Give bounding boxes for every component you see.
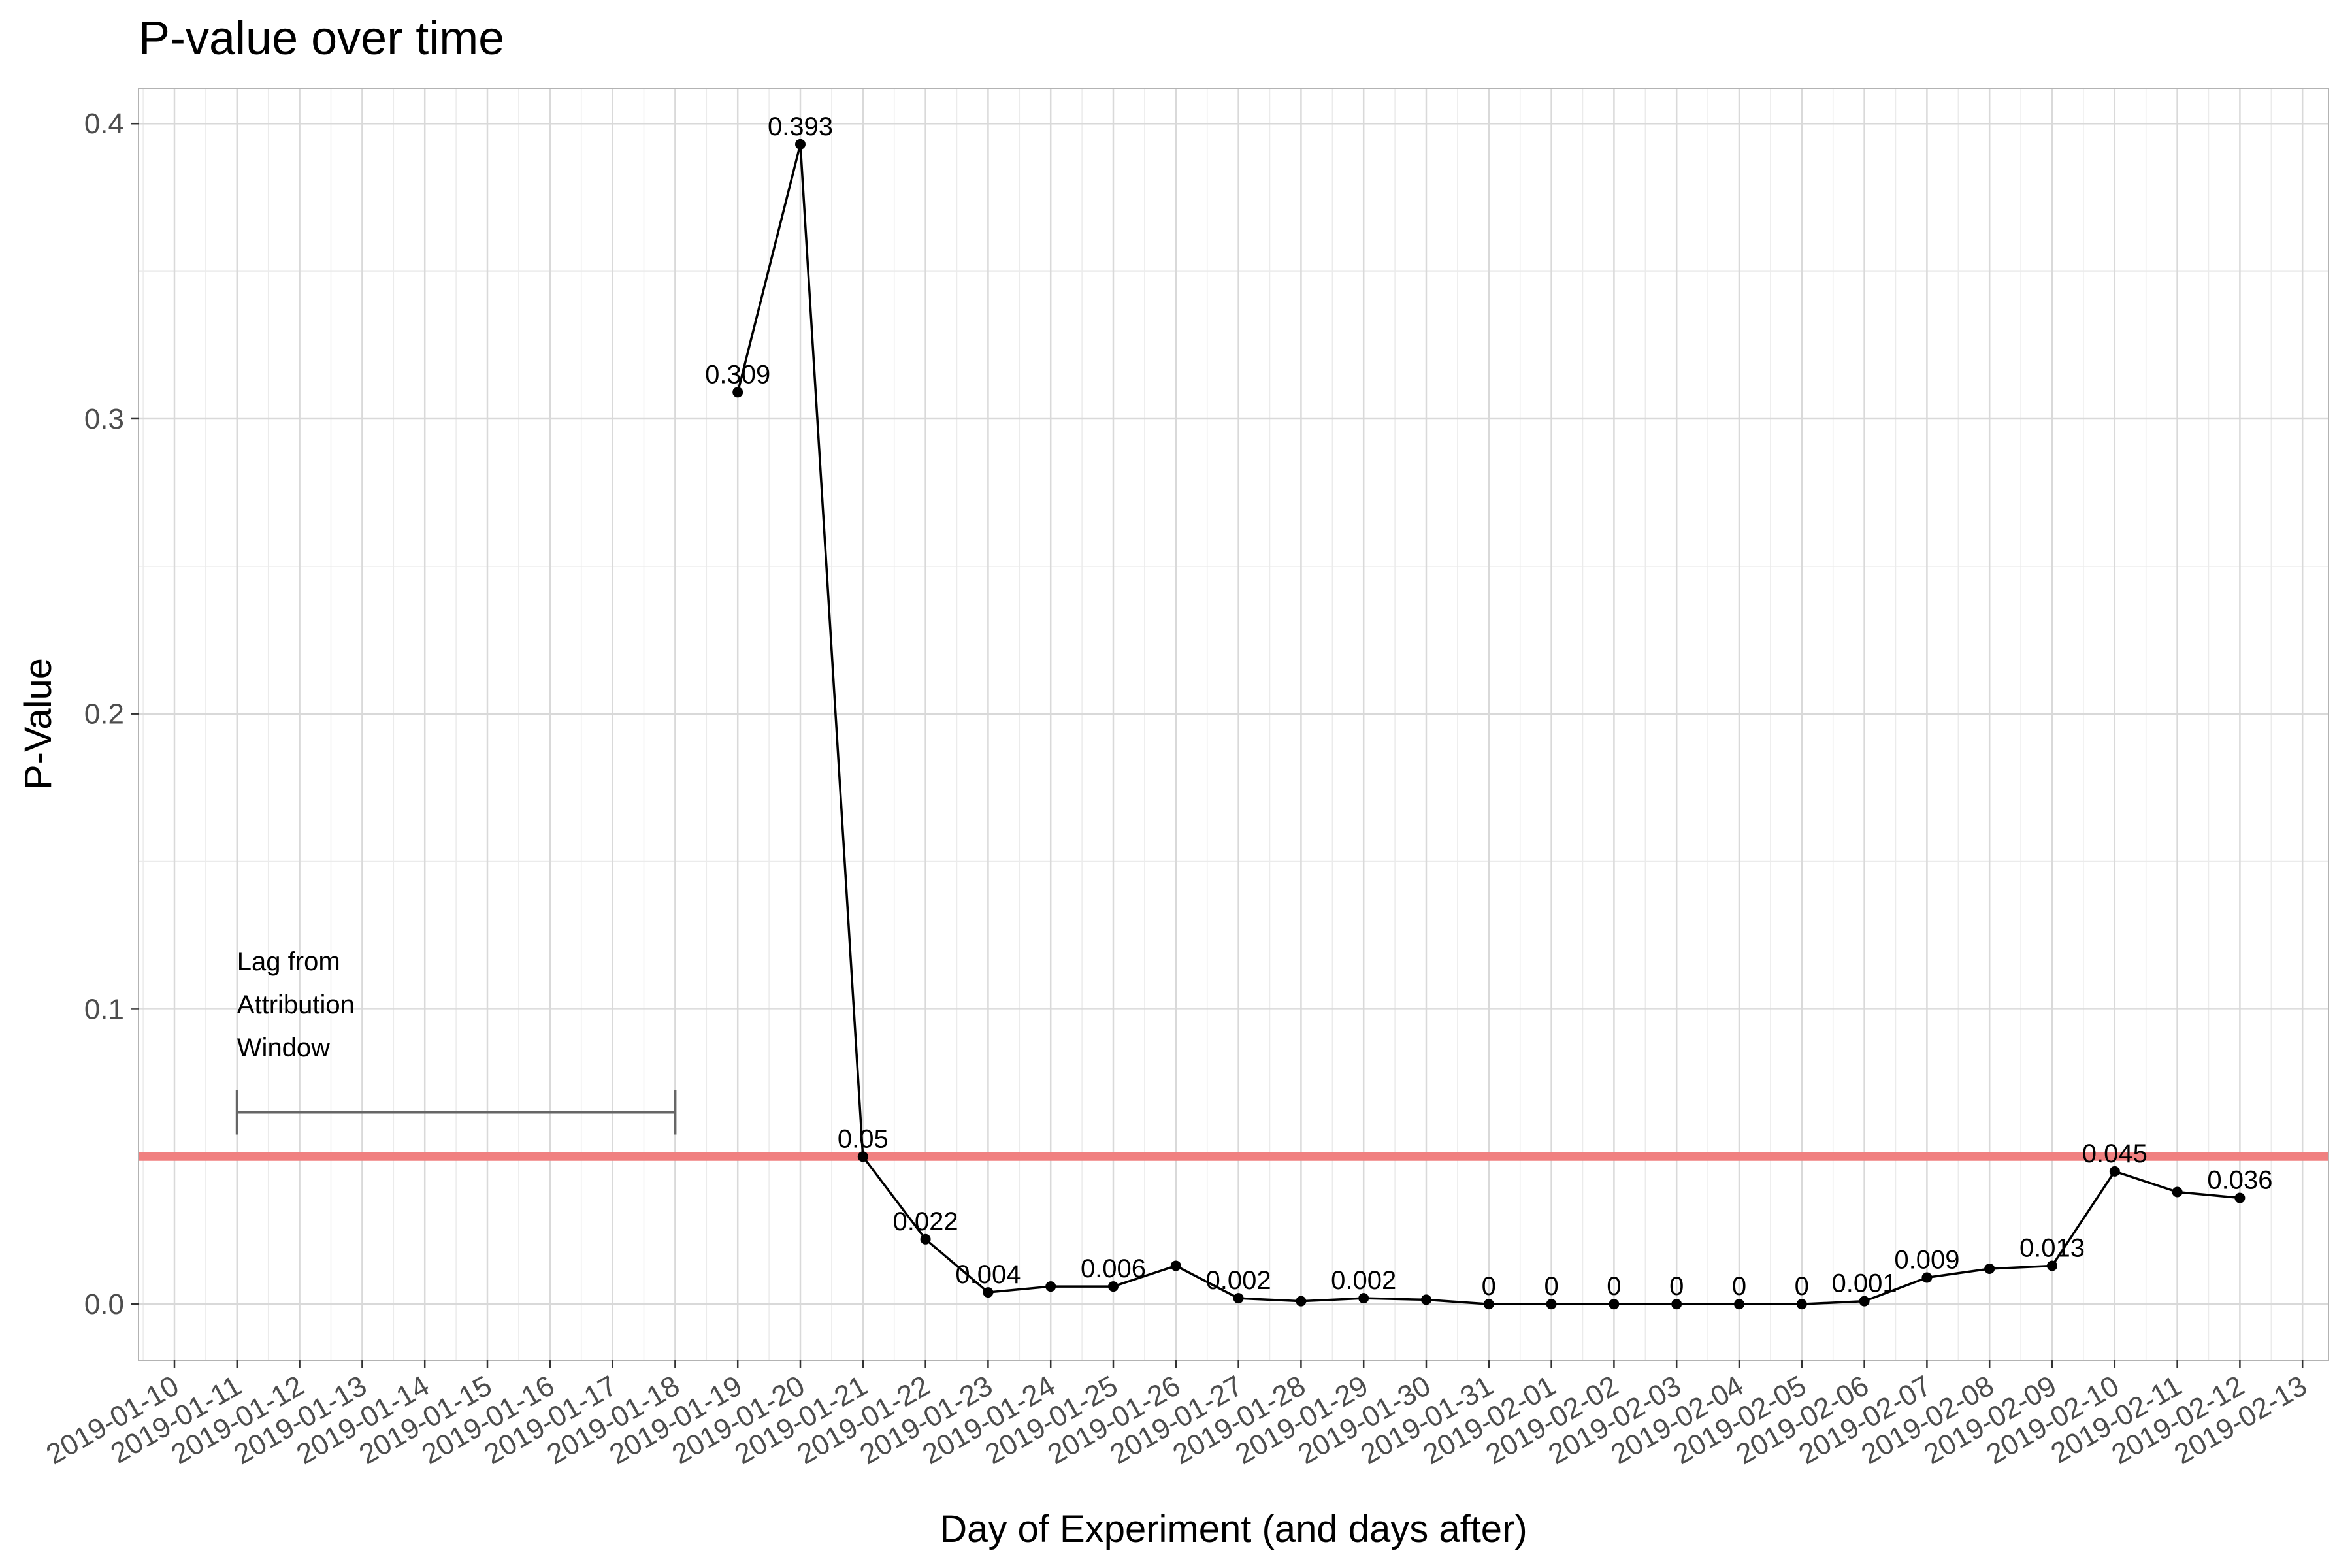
y-tick-label: 0.2 <box>84 698 124 730</box>
data-point <box>857 1151 868 1162</box>
x-axis-label: Day of Experiment (and days after) <box>939 1508 1527 1550</box>
data-label: 0.022 <box>893 1207 958 1236</box>
data-point <box>2172 1186 2183 1198</box>
lag-annotation-text: Window <box>237 1034 330 1062</box>
data-point <box>1984 1263 1995 1274</box>
lag-annotation: Lag from Attribution Window <box>235 947 677 1135</box>
data-label: 0.013 <box>2019 1233 2085 1262</box>
data-label: 0.002 <box>1331 1266 1396 1295</box>
data-points <box>732 139 2246 1310</box>
data-point <box>1671 1299 1682 1310</box>
data-label: 0.006 <box>1081 1254 1146 1283</box>
data-point <box>1796 1299 1807 1310</box>
data-point <box>1108 1281 1119 1292</box>
data-point <box>1296 1296 1307 1307</box>
y-tick-label: 0.4 <box>84 108 124 140</box>
major-gridlines <box>139 88 2328 1360</box>
data-label: 0.393 <box>768 112 833 141</box>
y-axis: 0.0 0.1 0.2 0.3 0.4 <box>84 108 139 1320</box>
data-label: 0.309 <box>705 360 770 389</box>
plot-panel <box>139 88 2328 1360</box>
data-point <box>1546 1299 1557 1310</box>
data-label: 0 <box>1732 1272 1746 1301</box>
plot-border <box>138 88 2329 1361</box>
data-point <box>732 387 743 398</box>
data-point <box>983 1287 994 1298</box>
lag-annotation-text: Lag from <box>237 947 340 976</box>
data-point <box>1483 1299 1494 1310</box>
data-point <box>1358 1293 1369 1304</box>
y-tick-label: 0.3 <box>84 403 124 435</box>
data-label: 0.002 <box>1206 1266 1271 1295</box>
data-label: 0 <box>1482 1272 1496 1301</box>
data-label: 0 <box>1669 1272 1684 1301</box>
data-point <box>2109 1166 2120 1177</box>
data-label: 0.004 <box>955 1260 1021 1289</box>
data-label: 0 <box>1544 1272 1558 1301</box>
data-label: 0 <box>1607 1272 1621 1301</box>
data-labels: 0.309 0.393 0.05 0.022 0.004 0.006 0.002 0.002 0… <box>705 112 2272 1301</box>
chart-title: P-value over time <box>139 12 505 65</box>
data-label: 0.036 <box>2207 1166 2272 1195</box>
y-tick-label: 0.1 <box>84 993 124 1025</box>
data-point <box>1859 1296 1870 1307</box>
data-point <box>1421 1294 1431 1305</box>
data-label: 0.05 <box>838 1124 889 1153</box>
data-point <box>920 1233 931 1245</box>
data-label: 0 <box>1795 1272 1809 1301</box>
lag-annotation-text: Attribution <box>237 990 355 1019</box>
data-label: 0.009 <box>1894 1246 1959 1275</box>
data-point <box>1045 1281 1056 1292</box>
data-point <box>1609 1299 1620 1310</box>
data-label: 0.045 <box>2082 1139 2148 1168</box>
data-point <box>795 139 806 150</box>
y-tick-label: 0.0 <box>84 1288 124 1320</box>
data-point <box>1734 1299 1744 1310</box>
data-point <box>2047 1260 2057 1271</box>
data-point <box>1170 1260 1181 1271</box>
x-axis: 2019-01-102019-01-112019-01-122019-01-13… <box>41 1360 2312 1471</box>
data-point <box>2234 1192 2246 1203</box>
y-axis-label: P-Value <box>17 658 59 790</box>
data-point <box>1233 1293 1244 1304</box>
data-label: 0.001 <box>1832 1269 1897 1298</box>
data-point <box>1921 1272 1933 1283</box>
